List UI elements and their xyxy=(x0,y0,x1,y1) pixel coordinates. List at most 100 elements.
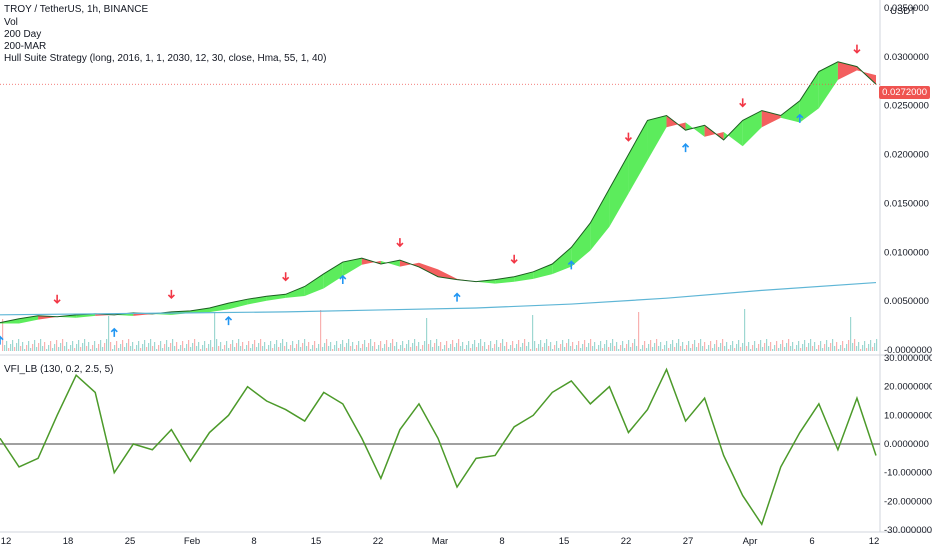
volume-bar xyxy=(614,346,616,351)
volume-bar xyxy=(198,342,200,351)
vfi-tick-label: -30.0000000 xyxy=(884,525,932,536)
volume-bar xyxy=(254,340,256,351)
volume-bar xyxy=(260,339,262,351)
volume-bar xyxy=(856,346,858,351)
time-tick-label: 6 xyxy=(809,536,814,547)
volume-bar xyxy=(300,347,302,351)
volume-bar xyxy=(134,349,136,351)
volume-bar xyxy=(326,339,328,351)
volume-bar xyxy=(304,339,306,351)
volume-bar xyxy=(234,347,236,351)
volume-bar xyxy=(74,348,76,351)
volume-bar xyxy=(636,346,638,351)
vfi-tick-label: -10.0000000 xyxy=(884,468,932,479)
volume-bar xyxy=(746,346,748,351)
volume-bar xyxy=(716,340,718,351)
volume-bar xyxy=(172,339,174,351)
volume-bar xyxy=(312,345,314,351)
volume-bar xyxy=(192,343,194,351)
volume-bar xyxy=(228,348,230,351)
volume-bar xyxy=(298,340,300,351)
volume-bar xyxy=(274,344,276,351)
volume-bar xyxy=(166,340,168,351)
volume-bar xyxy=(20,346,22,351)
volume-bar xyxy=(760,340,762,351)
volume-bar xyxy=(202,345,204,351)
price-line xyxy=(0,61,877,324)
volume-bar xyxy=(236,343,238,351)
vfi-tick-label: 0.0000000 xyxy=(884,439,929,450)
volume-bar xyxy=(64,346,66,351)
volume-bar xyxy=(772,349,774,351)
volume-bar xyxy=(564,347,566,351)
legend-hull-suite[interactable]: Hull Suite Strategy (long, 2016, 1, 1, 2… xyxy=(4,53,327,64)
volume-bar xyxy=(874,343,876,351)
volume-bar xyxy=(684,349,686,351)
volume-bar xyxy=(284,346,286,351)
volume-bar xyxy=(8,348,10,351)
volume-bar xyxy=(828,347,830,351)
hull-band-segment xyxy=(818,61,838,109)
volume-bar xyxy=(164,344,166,351)
volume-bar xyxy=(170,343,172,351)
volume-bar xyxy=(860,349,862,351)
volume-bar xyxy=(102,347,104,351)
time-tick-label: 12 xyxy=(1,536,12,547)
volume-bar xyxy=(550,342,552,351)
short-signal-arrow xyxy=(167,289,175,300)
volume-bar xyxy=(60,343,62,351)
short-signal-arrow xyxy=(282,272,290,282)
volume-bar xyxy=(448,348,450,351)
volume-bar xyxy=(512,341,514,351)
volume-bar xyxy=(816,349,818,351)
volume-bar xyxy=(62,339,64,351)
volume-bar xyxy=(112,349,114,351)
volume-bar xyxy=(576,345,578,351)
volume-bar xyxy=(372,346,374,351)
volume-bar xyxy=(600,341,602,351)
volume-bar xyxy=(34,340,36,351)
volume-bar xyxy=(798,341,800,351)
volume-bar xyxy=(796,345,798,351)
volume-bar xyxy=(70,345,72,351)
volume-bar xyxy=(594,342,596,351)
volume-bar xyxy=(662,349,664,351)
volume-bar xyxy=(324,343,326,351)
volume-bar xyxy=(148,343,150,351)
hull-band-segment xyxy=(304,273,324,296)
volume-bar xyxy=(174,346,176,351)
volume-bar xyxy=(256,347,258,351)
volume-bar xyxy=(558,348,560,351)
legend-200day[interactable]: 200 Day xyxy=(4,29,42,40)
volume-bar xyxy=(72,341,74,351)
volume-bar xyxy=(38,343,40,351)
volume-bar xyxy=(238,339,240,351)
long-signal-arrow xyxy=(224,315,233,326)
legend-200mar[interactable]: 200-MAR xyxy=(4,41,47,52)
volume-bar xyxy=(18,339,20,351)
hull-band-segment xyxy=(628,120,648,194)
volume-bar xyxy=(720,343,722,351)
volume-bar xyxy=(306,346,308,351)
volume-bar xyxy=(832,339,834,351)
volume-bar xyxy=(32,344,34,351)
volume-bar xyxy=(4,345,6,351)
legend-volume[interactable]: Vol xyxy=(4,17,18,28)
volume-bar xyxy=(776,341,778,351)
volume-bar xyxy=(864,341,866,351)
volume-bar xyxy=(528,342,530,351)
volume-bar xyxy=(366,347,368,351)
volume-bar xyxy=(688,341,690,351)
volume-bar xyxy=(540,340,542,351)
legend-vfi[interactable]: VFI_LB (130, 0.2, 2.5, 5) xyxy=(4,364,114,375)
volume-bar xyxy=(218,346,220,351)
volume-bar xyxy=(352,342,354,351)
volume-bar xyxy=(520,347,522,351)
volume-bar xyxy=(634,339,636,351)
volume-bar xyxy=(356,345,358,351)
volume-bar xyxy=(6,341,8,351)
volume-bar xyxy=(444,345,446,351)
legend-symbol[interactable]: TROY / TetherUS, 1h, BINANCE xyxy=(4,4,149,15)
time-tick-label: 15 xyxy=(559,536,570,547)
